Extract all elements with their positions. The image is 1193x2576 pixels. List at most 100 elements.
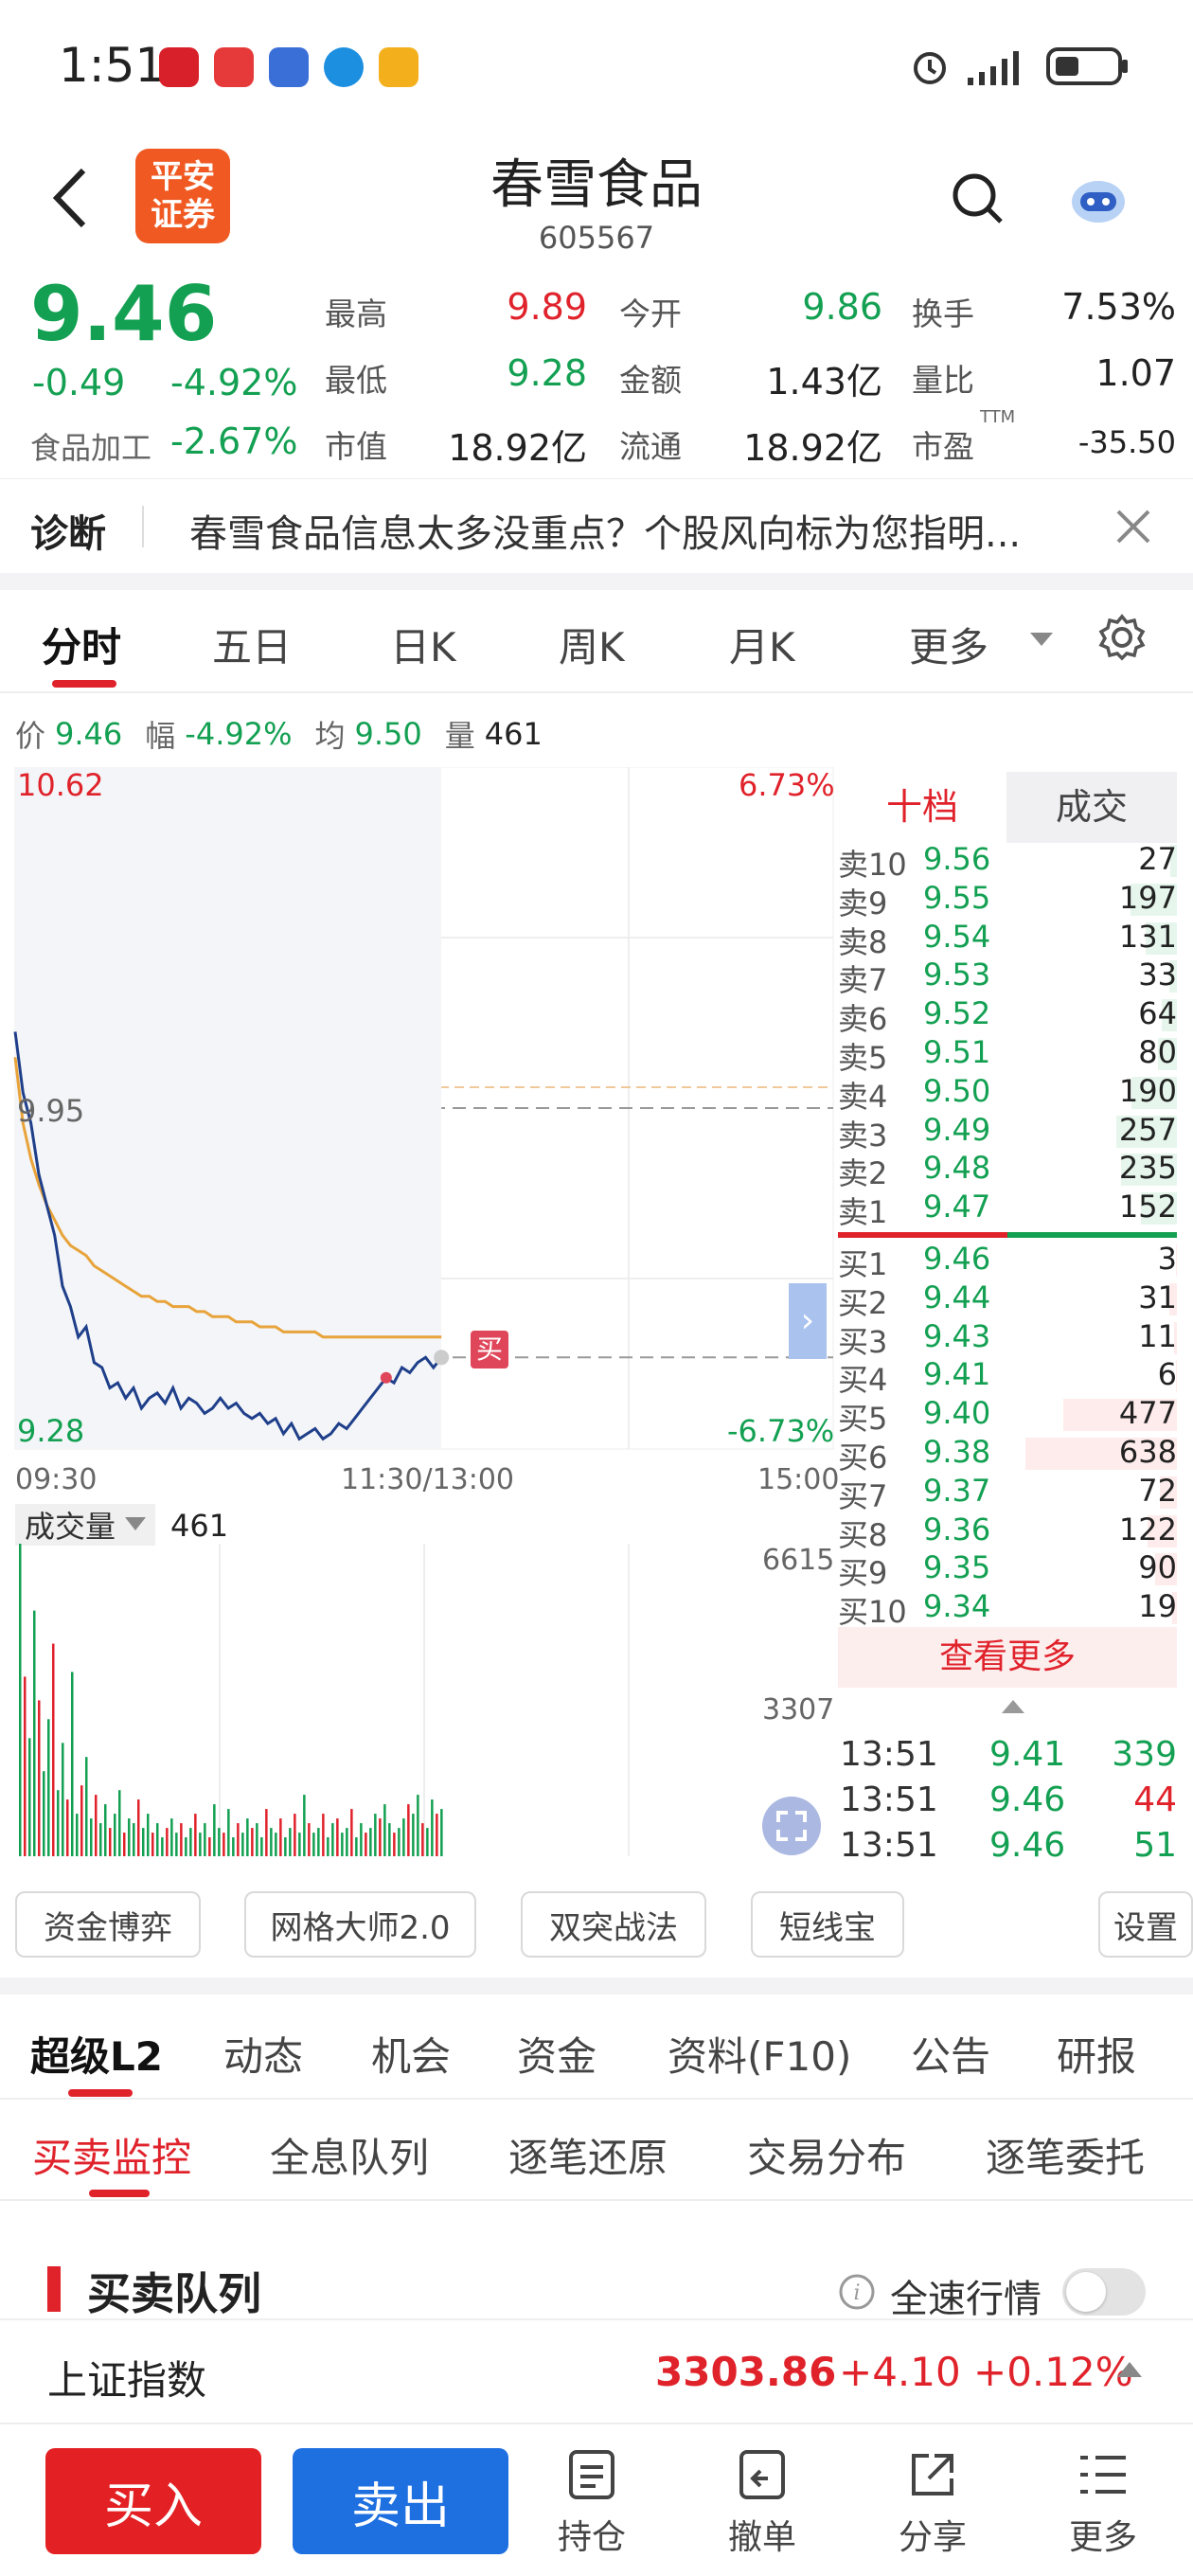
trade-time: 13:51 [840,1735,938,1774]
sell-level-row[interactable]: 卖6 9.52 64 [838,995,1177,1037]
volume-bar [407,1804,410,1856]
tab-f10[interactable]: 资料(F10) [668,2033,852,2080]
volume-bar [170,1818,173,1856]
volume-bar [180,1823,183,1856]
sell-level-row[interactable]: 卖8 9.54 131 [838,918,1177,960]
amount-value: 1.43亿 [766,361,882,402]
y-mid-label: 9.95 [17,1093,85,1129]
nav-cancel-order[interactable]: 撤单 [701,2448,824,2562]
gear-icon[interactable] [1098,614,1146,661]
tab-news[interactable]: 动态 [223,2033,304,2080]
sell-button[interactable]: 卖出 [293,2448,508,2554]
tool-short-line[interactable]: 短线宝 [751,1891,904,1958]
buy-level-row[interactable]: 买1 9.46 3 [838,1241,1177,1282]
fast-quote-toggle[interactable] [1062,2268,1146,2316]
tab-announcements[interactable]: 公告 [911,2033,991,2080]
volume-bar [208,1837,211,1856]
tab-research[interactable]: 研报 [1057,2033,1137,2080]
sell-level-row[interactable]: 卖7 9.53 33 [838,957,1177,998]
subtab-tick-orders[interactable]: 逐笔委托 [986,2135,1146,2181]
expand-up-icon[interactable] [1117,2360,1142,2377]
buy-level-row[interactable]: 买10 9.34 19 [838,1588,1177,1630]
buy-level-row[interactable]: 买2 9.44 31 [838,1279,1177,1321]
search-icon[interactable] [950,170,1006,227]
sell-level-row[interactable]: 卖3 9.49 257 [838,1112,1177,1154]
volume-bar [76,1814,79,1856]
sell-level-row[interactable]: 卖1 9.47 152 [838,1189,1177,1230]
tab-ten-level[interactable]: 十档 [885,786,958,828]
subtab-monitor[interactable]: 买卖监控 [32,2135,192,2181]
close-icon[interactable] [1114,508,1152,546]
tab-super-l2[interactable]: 超级L2 [30,2033,163,2080]
tab-week-k[interactable]: 周K [559,624,625,671]
tab-five-day[interactable]: 五日 [212,624,293,671]
sell-level-row[interactable]: 卖9 9.55 197 [838,880,1177,921]
fast-quote-label: 全速行情 [890,2278,1042,2321]
industry-name[interactable]: 食品加工 [30,430,152,466]
tool-settings[interactable]: 设置 [1098,1891,1193,1958]
subtab-tick-restore[interactable]: 逐笔还原 [508,2135,668,2181]
level-volume: 122 [1118,1511,1177,1547]
volume-bar [251,1828,254,1856]
buy-level-row[interactable]: 买5 9.40 477 [838,1395,1177,1437]
buy-level-row[interactable]: 买9 9.35 90 [838,1549,1177,1591]
nav-share[interactable]: 分享 [871,2448,994,2562]
fullscreen-button[interactable] [762,1797,821,1855]
index-bar[interactable]: 上证指数 3303.86 +4.10 +0.12% [0,2318,1193,2424]
info-icon[interactable]: i [838,2273,876,2311]
level-volume: 131 [1118,918,1177,955]
expand-panel-button[interactable]: › [789,1283,827,1359]
tab-day-k[interactable]: 日K [390,624,456,671]
level-price: 9.54 [923,918,991,955]
nav-positions[interactable]: 持仓 [530,2448,653,2562]
dropdown-triangle-icon[interactable] [1030,633,1053,648]
volume-bar [246,1818,249,1856]
y-bottom-pct-label: -6.73% [727,1413,835,1449]
buy-marker[interactable]: 买 [471,1331,508,1368]
volume-selector[interactable]: 成交量 [15,1504,156,1546]
buy-level-row[interactable]: 买7 9.37 72 [838,1473,1177,1514]
trade-volume: 51 [1133,1826,1177,1865]
buy-level-row[interactable]: 买4 9.41 6 [838,1356,1177,1398]
diagnosis-banner[interactable]: 诊断 春雪食品信息太多没重点？个股风向标为您指明... [0,478,1193,573]
tab-trades[interactable]: 成交 [1006,772,1177,843]
tab-funds[interactable]: 资金 [517,2033,597,2080]
sell-level-row[interactable]: 卖2 9.48 235 [838,1150,1177,1191]
trade-volume: 339 [1112,1735,1177,1774]
tab-more[interactable]: 更多 [909,624,989,671]
buy-level-row[interactable]: 买3 9.43 11 [838,1318,1177,1360]
volume-bar [260,1837,263,1856]
robot-assistant-icon[interactable] [1065,166,1131,232]
buy-level-row[interactable]: 买8 9.36 122 [838,1511,1177,1553]
tool-double-break[interactable]: 双突战法 [521,1891,706,1958]
sell-level-row[interactable]: 卖4 9.50 190 [838,1073,1177,1115]
collapse-triangle-icon[interactable] [1002,1698,1024,1713]
volume-bar [331,1823,334,1856]
nav-more[interactable]: 更多 [1042,2448,1165,2562]
buy-level-row[interactable]: 买6 9.38 638 [838,1434,1177,1476]
level-price: 9.48 [923,1150,991,1187]
document-icon [569,2450,614,2499]
buy-button[interactable]: 买入 [45,2448,261,2554]
back-arrow-icon[interactable] [47,165,95,231]
intraday-price-chart[interactable] [0,767,838,1458]
depth-bar [1148,1514,1177,1547]
level-label: 卖4 [838,1078,888,1115]
view-more-button[interactable]: 查看更多 [838,1627,1177,1688]
sell-level-row[interactable]: 卖5 9.51 80 [838,1034,1177,1076]
tab-opportunity[interactable]: 机会 [371,2033,452,2080]
tab-month-k[interactable]: 月K [729,624,795,671]
stock-code: 605567 [538,220,655,256]
depth-bar [1121,1154,1177,1187]
subtab-queue[interactable]: 全息队列 [270,2135,430,2181]
tool-grid-master[interactable]: 网格大师2.0 [244,1891,476,1958]
volume-bar [33,1610,36,1856]
nav-cancel-order-label: 撤单 [727,2518,796,2557]
sell-level-row[interactable]: 卖10 9.56 27 [838,841,1177,883]
subtab-distribution[interactable]: 交易分布 [747,2135,907,2181]
tool-fund-game[interactable]: 资金博弈 [15,1891,201,1958]
low-label: 最低 [325,362,387,399]
avg-label: 均 [314,718,346,754]
battery-icon [1046,47,1128,85]
tab-intraday[interactable]: 分时 [42,624,122,671]
